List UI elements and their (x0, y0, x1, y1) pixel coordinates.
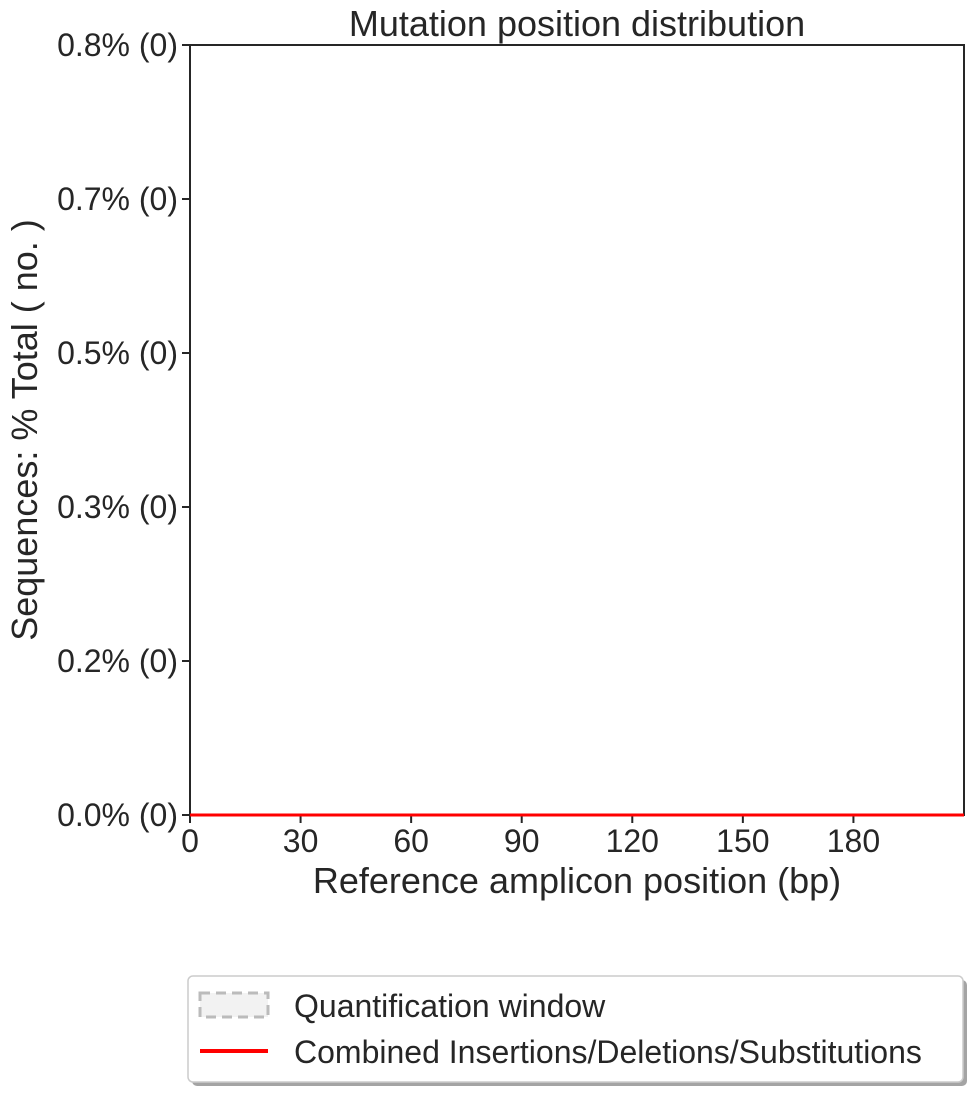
x-tick-label: 150 (716, 823, 769, 859)
y-axis-label: Sequences: % Total ( no. ) (4, 219, 45, 641)
plot-frame (189, 44, 965, 816)
x-tick-label: 90 (504, 823, 540, 859)
legend-label-combined: Combined Insertions/Deletions/Substituti… (294, 1034, 922, 1070)
y-tick-label: 0.2% (0) (57, 643, 178, 679)
legend-label-quantification-window: Quantification window (294, 988, 606, 1024)
chart-title: Mutation position distribution (349, 3, 805, 44)
plot-area (189, 44, 965, 816)
legend-swatch-quantification-window (198, 991, 270, 1019)
legend: Quantification window Combined Insertion… (187, 975, 967, 1086)
legend-frame (187, 975, 964, 1083)
x-axis: 0 30 60 90 120 150 180 (181, 815, 880, 859)
x-tick-label: 180 (827, 823, 880, 859)
x-tick-label: 0 (181, 823, 199, 859)
y-tick-label: 0.5% (0) (57, 335, 178, 371)
y-tick-label: 0.7% (0) (57, 181, 178, 217)
y-tick-label: 0.0% (0) (57, 797, 178, 833)
x-tick-label: 120 (606, 823, 659, 859)
y-tick-label: 0.8% (0) (57, 27, 178, 63)
y-tick-label: 0.3% (0) (57, 489, 178, 525)
x-tick-label: 30 (283, 823, 319, 859)
x-axis-label: Reference amplicon position (bp) (313, 860, 841, 901)
y-axis: 0.0% (0) 0.2% (0) 0.3% (0) 0.5% (0) 0.7% (0)… (57, 27, 190, 833)
x-tick-label: 60 (393, 823, 429, 859)
